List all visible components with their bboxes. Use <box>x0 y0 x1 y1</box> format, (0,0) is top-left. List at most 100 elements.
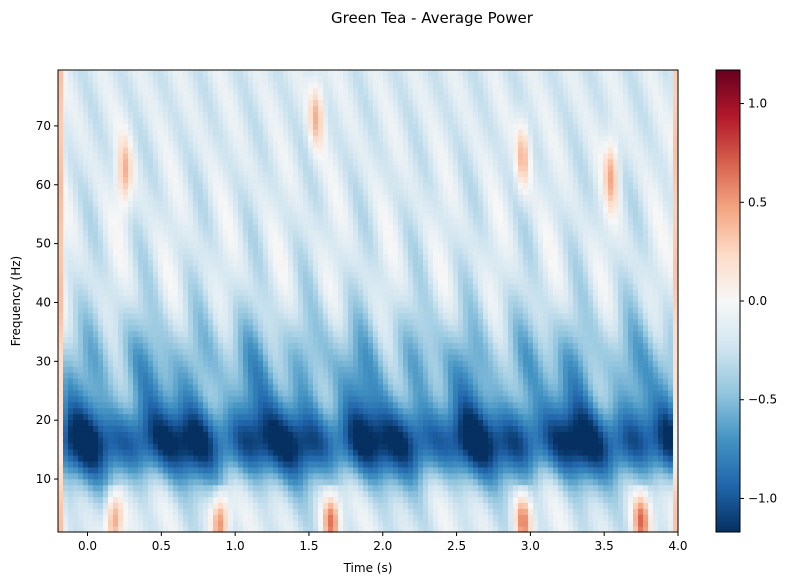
heatmap-cell <box>58 354 64 361</box>
heatmap-cell <box>68 354 74 361</box>
heatmap-cell <box>318 413 324 421</box>
heatmap-cell <box>588 413 594 421</box>
heatmap-cell <box>278 383 284 391</box>
heatmap-cell <box>573 401 579 409</box>
heatmap-cell <box>123 366 129 373</box>
heatmap-cell <box>153 466 159 474</box>
heatmap-cell <box>633 490 639 498</box>
heatmap-cell <box>473 401 479 409</box>
heatmap-cell <box>468 378 474 385</box>
heatmap-cell <box>338 526 344 533</box>
heatmap-cell <box>123 460 129 468</box>
heatmap-cell <box>173 366 179 373</box>
heatmap-cell <box>378 466 384 474</box>
heatmap-cell <box>418 443 424 450</box>
heatmap-cell <box>543 348 549 355</box>
heatmap-cell <box>448 389 454 397</box>
heatmap-cell <box>653 401 659 409</box>
heatmap-cell <box>298 419 304 426</box>
heatmap-cell <box>368 460 374 468</box>
heatmap-cell <box>288 502 294 509</box>
heatmap-cell <box>193 526 199 533</box>
heatmap-cell <box>298 336 304 344</box>
heatmap-cell <box>458 496 464 503</box>
heatmap-cell <box>348 366 354 373</box>
heatmap-cell <box>408 413 414 421</box>
heatmap-cell <box>133 460 139 468</box>
heatmap-cell <box>138 526 144 533</box>
heatmap-cell <box>593 526 599 533</box>
heatmap-cell <box>438 419 444 426</box>
heatmap-cell <box>198 449 204 456</box>
heatmap-cell <box>258 472 264 480</box>
heatmap-cell <box>258 478 264 486</box>
heatmap-cell <box>308 395 314 403</box>
heatmap-cell <box>598 389 604 397</box>
heatmap-cell <box>68 366 74 373</box>
heatmap-cell <box>643 378 649 385</box>
heatmap-cell <box>338 336 344 344</box>
heatmap-cell <box>223 354 229 361</box>
heatmap-cell <box>418 520 424 527</box>
heatmap-cell <box>378 413 384 421</box>
heatmap-cell <box>493 324 499 332</box>
heatmap-cell <box>583 526 589 533</box>
heatmap-cell <box>318 318 324 326</box>
heatmap-cell <box>498 360 504 367</box>
heatmap-cell <box>398 378 404 385</box>
heatmap-cell <box>273 348 279 355</box>
heatmap-cell <box>193 502 199 509</box>
heatmap-cell <box>138 395 144 403</box>
heatmap-cell <box>618 484 624 492</box>
heatmap-cell <box>488 354 494 361</box>
heatmap-cell <box>668 466 674 474</box>
heatmap-cell <box>93 419 99 426</box>
heatmap-cell <box>73 490 79 498</box>
heatmap-cell <box>258 437 264 444</box>
heatmap-cell <box>278 336 284 344</box>
heatmap-cell <box>598 354 604 361</box>
heatmap-cell <box>638 360 644 367</box>
heatmap-cell <box>253 383 259 391</box>
heatmap-cell <box>138 472 144 480</box>
heatmap-cell <box>498 520 504 527</box>
heatmap-cell <box>543 318 549 326</box>
heatmap-cell <box>513 472 519 480</box>
heatmap-cell <box>403 407 409 415</box>
heatmap-cell <box>458 413 464 421</box>
heatmap-cell <box>518 336 524 344</box>
heatmap-cell <box>93 484 99 492</box>
heatmap-cell <box>78 407 84 415</box>
heatmap-cell <box>468 354 474 361</box>
heatmap-cell <box>433 295 439 302</box>
heatmap-cell <box>118 407 124 415</box>
heatmap-cell <box>658 437 664 444</box>
heatmap-cell <box>403 526 409 533</box>
heatmap-cell <box>143 431 149 438</box>
heatmap-cell <box>123 306 129 314</box>
heatmap-cell <box>388 437 394 444</box>
heatmap-cell <box>428 366 434 373</box>
heatmap-cell <box>383 389 389 397</box>
heatmap-cell <box>208 514 214 521</box>
heatmap-cell <box>413 372 419 379</box>
heatmap-cell <box>498 318 504 326</box>
heatmap-cell <box>598 502 604 509</box>
heatmap-cell <box>93 490 99 498</box>
heatmap-cell <box>573 407 579 415</box>
heatmap-cell <box>603 312 609 320</box>
heatmap-cell <box>73 301 79 308</box>
heatmap-cell <box>108 306 114 314</box>
heatmap-cell <box>63 466 69 474</box>
heatmap-cell <box>248 312 254 320</box>
heatmap-cell <box>413 508 419 515</box>
heatmap-cell <box>563 413 569 421</box>
heatmap-cell <box>188 378 194 385</box>
heatmap-cell <box>353 490 359 498</box>
heatmap-cell <box>103 395 109 403</box>
heatmap-cell <box>88 425 94 432</box>
heatmap-cell <box>333 437 339 444</box>
heatmap-cell <box>618 502 624 509</box>
heatmap-cell <box>393 431 399 438</box>
heatmap-cell <box>263 354 269 361</box>
